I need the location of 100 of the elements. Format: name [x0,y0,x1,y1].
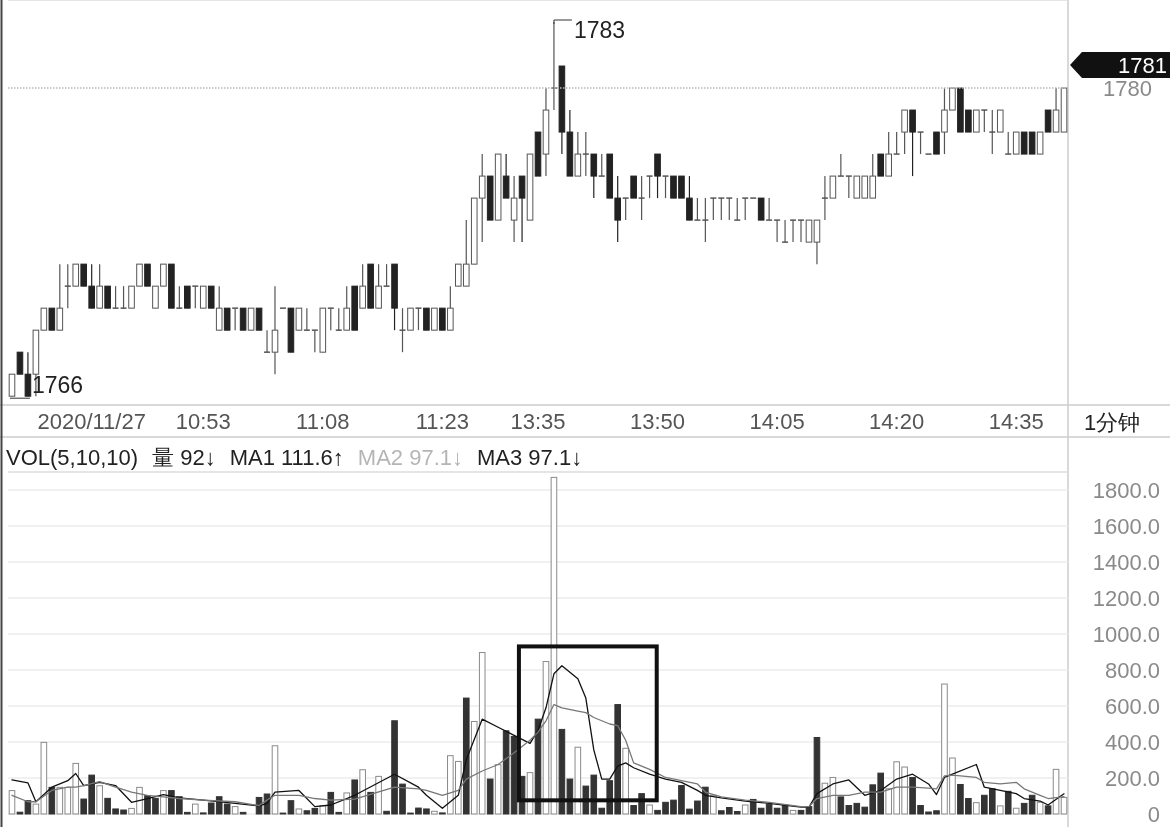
x-tick-label: 11:08 [296,409,350,434]
bar [343,792,351,815]
candlestick [1044,109,1052,133]
bar [741,804,749,815]
ref-line: 1780 [7,76,1152,102]
x-tick-label: 2020/11/27 [37,409,146,434]
candlestick [184,285,191,309]
price-tag: 1781 [1070,52,1170,78]
candlestick [797,219,805,243]
bar [8,790,16,815]
candlestick [447,285,454,331]
annotation: 1766 [31,372,84,399]
candlestick [207,285,215,309]
x-tick-label: 11:23 [415,409,470,434]
bar [1060,796,1068,815]
y-tick-label: 0 [1147,802,1160,827]
candlestick [502,153,510,199]
candlestick [144,263,151,287]
candlestick [996,109,1004,133]
candlestick [263,329,271,353]
candlestick [709,197,718,221]
candlestick [175,285,184,309]
bar [1012,807,1020,815]
bar [494,764,502,815]
candlestick [303,307,311,331]
bar [462,697,470,815]
candlestick [239,307,247,331]
candlestick [96,263,103,309]
annotation: 1783 [573,17,626,44]
candlestick [988,109,997,155]
candlestick [191,285,200,309]
bar [646,804,653,815]
candlestick [837,153,845,177]
candlestick [104,285,111,309]
candlestick [48,307,56,331]
candlestick [773,219,781,243]
y-tick-label: 1400.0 [1092,550,1160,575]
candlestick [645,175,654,199]
y-tick-label: 200.0 [1104,766,1160,791]
bar [1004,790,1012,815]
candlestick [271,285,279,375]
candlestick [654,153,661,199]
candlestick [701,197,710,243]
x-tick-label: 14:05 [749,409,805,434]
candlestick [295,307,303,331]
candlestick [877,153,885,177]
candlestick [741,197,749,221]
candlestick [1004,131,1012,155]
candlestick [933,131,940,155]
y-tick-label: 1800.0 [1092,478,1160,503]
bar [789,809,797,815]
bar [367,791,374,815]
candlestick [590,153,598,199]
bar [319,805,327,815]
y-tick-label: 600.0 [1104,694,1160,719]
bar [96,785,103,815]
candlestick [717,197,726,221]
candlestick [431,307,438,331]
candlestick [789,219,797,243]
bar [295,808,303,815]
bar [574,746,582,815]
candlestick [247,307,255,331]
candlestick [56,263,64,331]
bar [973,802,980,815]
x-tick-label: 14:20 [869,409,925,434]
bar [1036,801,1044,815]
candlestick [111,285,120,309]
bar [191,803,199,815]
bar [486,778,494,815]
candlestick [375,263,382,309]
candlestick [439,307,446,331]
candlestick [757,197,765,221]
bar [359,769,366,815]
text: MA2 97.1↓ [357,445,463,470]
text: VOL(5,10,10) [6,445,139,470]
candlestick [510,175,518,243]
candlestick [255,307,263,331]
candlestick [423,307,430,331]
candlestick [1052,87,1060,133]
candlestick [327,307,335,331]
candlestick [1036,131,1044,155]
bar [797,809,805,815]
candlestick [223,307,231,331]
candlestick [215,285,223,331]
candlestick [765,197,773,221]
candlestick [598,153,606,177]
bar [48,786,56,815]
candlestick [630,175,637,199]
bar [431,810,438,815]
candlestick [382,263,391,287]
candlestick [781,219,789,243]
text: MA3 97.1↓ [476,445,583,470]
candlestick [518,175,526,243]
candlestick [892,131,901,155]
x-tick-label: 10:53 [175,409,231,434]
text: 1分钟 [1084,410,1141,435]
x-tick-label: 13:50 [630,409,686,434]
candlestick [1012,131,1020,155]
y-tick-label: 400.0 [1104,730,1160,755]
bar [1044,805,1052,815]
